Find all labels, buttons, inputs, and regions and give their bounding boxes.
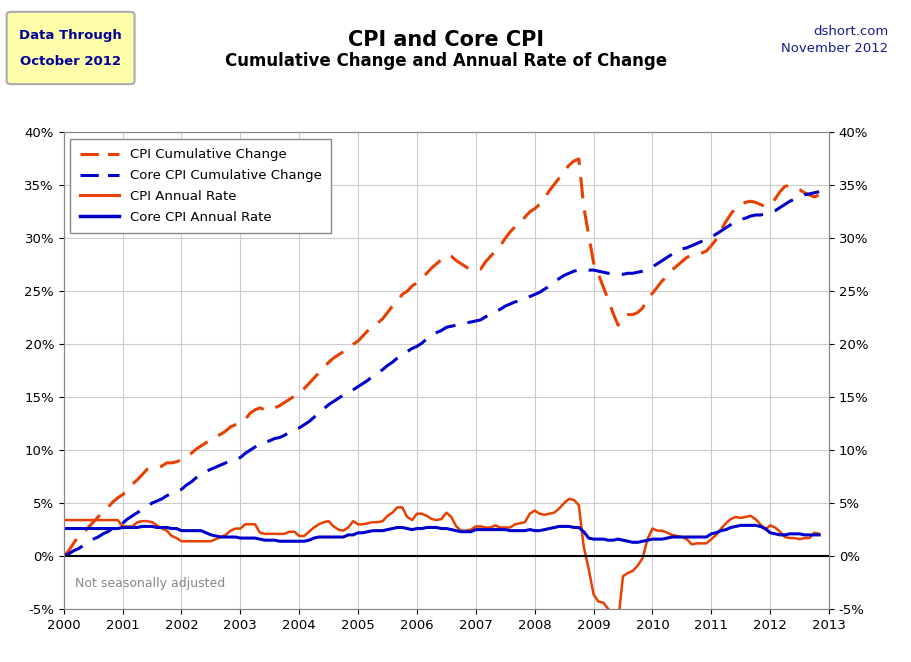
Text: dshort.com: dshort.com	[813, 25, 888, 38]
Text: November 2012: November 2012	[781, 42, 888, 56]
FancyBboxPatch shape	[6, 12, 135, 84]
Text: October 2012: October 2012	[20, 56, 121, 68]
Text: Not seasonally adjusted: Not seasonally adjusted	[76, 577, 226, 590]
Legend: CPI Cumulative Change, Core CPI Cumulative Change, CPI Annual Rate, Core CPI Ann: CPI Cumulative Change, Core CPI Cumulati…	[70, 139, 331, 233]
Text: CPI and Core CPI: CPI and Core CPI	[348, 30, 545, 50]
Text: Data Through: Data Through	[19, 29, 122, 42]
Text: Cumulative Change and Annual Rate of Change: Cumulative Change and Annual Rate of Cha…	[225, 52, 668, 70]
